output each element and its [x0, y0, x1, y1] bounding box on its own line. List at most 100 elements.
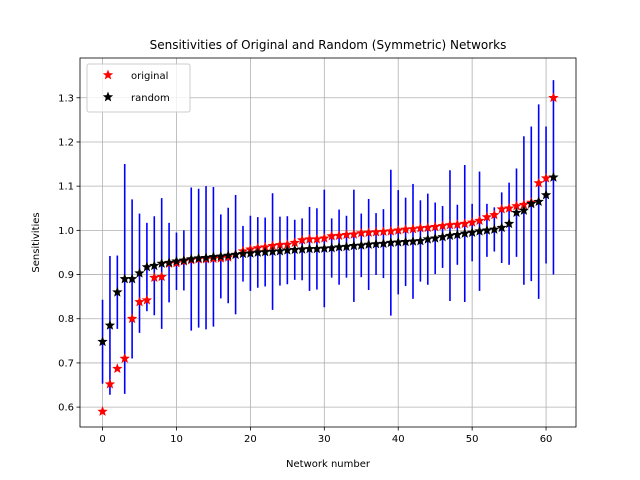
y-tick-label: 1.0 — [58, 226, 74, 237]
y-tick-label: 0.9 — [58, 270, 74, 281]
data-point-original — [437, 220, 448, 231]
data-point-original — [126, 313, 138, 324]
data-point-random — [511, 207, 522, 218]
series — [97, 92, 559, 416]
data-point-original — [119, 353, 130, 363]
data-point-random — [437, 231, 448, 242]
data-point-original — [393, 224, 404, 235]
data-point-original — [149, 272, 160, 283]
data-point-original — [503, 202, 515, 213]
data-point-random — [215, 251, 226, 261]
data-point-original — [296, 234, 308, 245]
y-tick-label: 0.7 — [58, 358, 74, 369]
plot-frame — [79, 57, 577, 428]
data-point-random — [356, 239, 367, 250]
data-point-random — [496, 222, 507, 233]
data-point-original — [112, 363, 123, 374]
data-point-random — [474, 225, 485, 236]
data-point-random — [230, 249, 241, 260]
data-point-random — [163, 257, 175, 267]
data-point-random — [112, 286, 123, 297]
data-point-original — [407, 223, 419, 234]
y-axis-label: Sensitivities — [31, 212, 42, 272]
data-point-random — [526, 198, 537, 209]
x-tick-label: 30 — [318, 434, 331, 445]
data-point-random — [141, 261, 153, 272]
data-point-original — [385, 225, 396, 236]
data-point-random — [489, 224, 500, 234]
data-point-original — [134, 296, 145, 307]
grid — [80, 58, 576, 427]
data-point-random — [548, 171, 559, 182]
data-point-original — [474, 215, 485, 226]
data-point-random — [178, 254, 190, 265]
x-tick-label: 40 — [392, 434, 405, 445]
data-point-random — [149, 260, 160, 271]
data-point-original — [496, 203, 507, 214]
y-tick-label: 0.8 — [58, 314, 74, 325]
data-point-random — [126, 273, 138, 284]
x-tick-label: 10 — [170, 434, 183, 445]
data-point-original — [540, 172, 552, 183]
data-point-random — [223, 250, 234, 260]
data-point-original — [481, 211, 493, 222]
y-tick-label: 1.3 — [58, 93, 74, 104]
data-point-random — [274, 245, 286, 256]
legend-label-random: random — [131, 93, 170, 104]
data-point-original — [97, 406, 108, 416]
data-point-random — [104, 319, 116, 330]
x-tick-label: 0 — [99, 434, 105, 445]
legend-marker-random — [102, 91, 114, 102]
data-point-original — [348, 228, 360, 239]
data-point-original — [422, 222, 433, 233]
x-tick-label: 50 — [466, 434, 479, 445]
y-tick-label: 0.6 — [58, 403, 74, 414]
data-point-random — [186, 253, 197, 264]
data-point-random — [171, 255, 182, 266]
data-point-random — [156, 258, 167, 268]
data-point-original — [452, 219, 463, 229]
data-point-random — [518, 205, 530, 215]
data-point-random — [466, 227, 478, 237]
data-point-random — [245, 247, 256, 258]
y-tick-label: 1.2 — [58, 137, 74, 148]
data-point-original — [141, 294, 153, 305]
data-point-original — [104, 378, 116, 389]
data-point-original — [156, 271, 167, 282]
x-tick-label: 60 — [540, 434, 553, 445]
data-point-random — [540, 189, 552, 200]
data-point-random — [134, 267, 145, 278]
data-point-original — [489, 209, 500, 220]
ticks: 0 10 20 30 40 50 60 0.6 0.7 0.8 0.9 1.0 1.1 1.2 1.3 — [58, 93, 552, 445]
data-point-random — [97, 336, 108, 347]
x-axis-label: Network number — [286, 459, 371, 470]
data-point-original — [548, 92, 559, 103]
data-point-random — [503, 218, 515, 229]
data-point-random — [415, 235, 426, 246]
legend-box — [86, 63, 191, 113]
data-point-original — [333, 230, 345, 241]
data-point-random — [444, 230, 456, 241]
data-point-random — [200, 252, 212, 263]
legend: original random — [86, 63, 191, 113]
data-point-random — [326, 242, 337, 253]
data-point-original — [466, 216, 478, 227]
data-point-random — [341, 241, 352, 252]
legend-marker-original — [102, 69, 114, 80]
data-point-original — [459, 218, 470, 229]
data-point-random — [422, 233, 433, 244]
data-point-original — [311, 233, 323, 244]
chart-title: Sensitivities of Original and Random (Sy… — [150, 38, 507, 52]
y-tick-label: 1.1 — [58, 182, 74, 193]
data-point-random — [378, 238, 389, 248]
data-point-original — [319, 232, 330, 243]
data-point-original — [533, 177, 544, 188]
data-point-random — [430, 232, 441, 243]
data-point-random — [481, 224, 493, 235]
data-point-random — [459, 228, 470, 238]
data-point-random — [533, 196, 544, 207]
data-point-random — [452, 229, 463, 240]
data-point-original — [430, 221, 441, 232]
x-tick-label: 20 — [244, 434, 257, 445]
